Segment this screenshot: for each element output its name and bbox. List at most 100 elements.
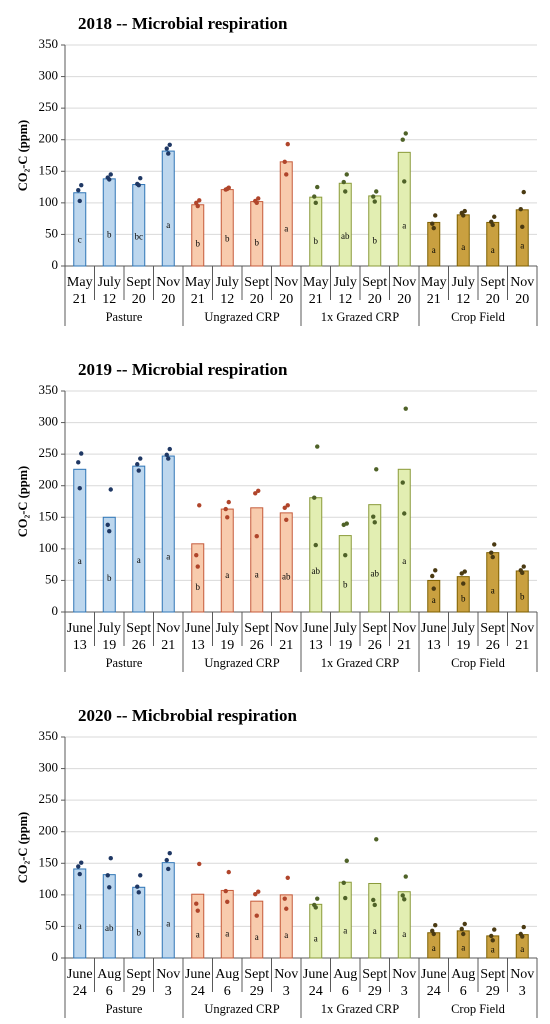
x-tick-label: Sept xyxy=(362,275,387,290)
significance-letter: b xyxy=(255,238,260,248)
bar xyxy=(486,552,500,613)
replicate-point xyxy=(197,198,202,203)
significance-letter: a xyxy=(432,245,436,255)
x-tick-label: 3 xyxy=(401,984,408,999)
y-axis-label: CO₂-C (ppm) xyxy=(16,120,30,191)
replicate-point xyxy=(107,528,112,534)
x-tick-label: Nov xyxy=(392,621,416,636)
significance-letter: a xyxy=(284,930,288,940)
bar xyxy=(161,150,175,267)
x-tick-label: 19 xyxy=(220,638,234,653)
x-tick-label: June xyxy=(67,621,93,636)
y-axis-label: CO₂-C (ppm) xyxy=(16,466,30,537)
y-tick-label: 200 xyxy=(39,477,59,492)
chart-title: 2020 -- Micbrobial respiration xyxy=(78,706,297,725)
bar xyxy=(397,468,411,613)
replicate-point xyxy=(490,222,495,228)
x-tick-label: June xyxy=(67,967,93,982)
y-tick-label: 100 xyxy=(39,886,59,901)
replicate-point xyxy=(223,506,228,512)
bar xyxy=(397,891,411,959)
group-label: Crop Field xyxy=(451,310,506,324)
replicate-point xyxy=(225,899,230,905)
x-tick-label: Nov xyxy=(156,967,180,982)
x-tick-label: 6 xyxy=(224,984,231,999)
replicate-point xyxy=(492,927,497,932)
replicate-point xyxy=(315,184,320,190)
replicate-point xyxy=(492,542,497,547)
y-tick-label: 50 xyxy=(45,917,58,932)
x-tick-label: Nov xyxy=(274,621,298,636)
y-tick-label: 0 xyxy=(52,603,59,618)
x-tick-label: 6 xyxy=(342,984,349,999)
replicate-point xyxy=(343,189,348,194)
replicate-point xyxy=(403,131,408,136)
y-tick-label: 100 xyxy=(39,194,59,209)
replicate-point xyxy=(371,514,376,519)
replicate-point xyxy=(197,503,202,508)
replicate-point xyxy=(518,206,523,212)
x-tick-label: 12 xyxy=(456,292,470,307)
replicate-point xyxy=(403,874,408,879)
replicate-point xyxy=(312,495,317,500)
replicate-point xyxy=(374,837,379,842)
x-tick-label: 3 xyxy=(165,984,172,999)
replicate-point xyxy=(372,520,377,525)
y-tick-label: 350 xyxy=(39,382,59,397)
x-tick-label: May xyxy=(67,275,93,290)
significance-letter: ab xyxy=(105,923,114,933)
bar xyxy=(368,882,382,959)
bar xyxy=(73,868,87,959)
replicate-point xyxy=(282,505,287,511)
replicate-point xyxy=(136,890,141,895)
x-tick-label: July xyxy=(216,275,239,290)
x-tick-label: 20 xyxy=(397,292,411,307)
bar xyxy=(338,182,352,267)
replicate-point xyxy=(400,893,405,898)
replicate-point xyxy=(225,515,230,520)
significance-letter: b xyxy=(373,236,378,246)
group-label: 1x Grazed CRP xyxy=(321,656,400,670)
replicate-point xyxy=(490,938,495,943)
replicate-point xyxy=(341,179,346,185)
replicate-point xyxy=(371,194,376,199)
significance-letter: a xyxy=(402,556,406,566)
x-tick-label: 20 xyxy=(279,292,293,307)
x-tick-label: Sept xyxy=(244,967,269,982)
replicate-point xyxy=(431,225,436,231)
replicate-point xyxy=(167,142,172,147)
x-tick-label: 20 xyxy=(515,292,529,307)
replicate-point xyxy=(108,856,113,861)
x-tick-label: 20 xyxy=(161,292,175,307)
significance-letter: a xyxy=(432,595,436,605)
x-tick-label: Nov xyxy=(510,967,534,982)
replicate-point xyxy=(431,931,436,937)
significance-letter: a xyxy=(402,220,406,230)
x-tick-label: 26 xyxy=(486,638,500,653)
x-tick-label: Nov xyxy=(392,967,416,982)
x-tick-label: 19 xyxy=(456,638,470,653)
significance-letter: a xyxy=(461,242,465,252)
group-label: Crop Field xyxy=(451,656,506,670)
group-label: Ungrazed CRP xyxy=(204,310,279,324)
replicate-point xyxy=(492,214,497,219)
replicate-point xyxy=(79,182,84,188)
x-tick-label: Nov xyxy=(510,621,534,636)
bar xyxy=(250,900,264,959)
x-tick-label: May xyxy=(185,275,211,290)
replicate-point xyxy=(136,182,141,188)
x-tick-label: Aug xyxy=(451,967,475,982)
significance-letter: ab xyxy=(312,566,321,576)
x-tick-label: July xyxy=(452,621,475,636)
x-tick-label: 19 xyxy=(338,638,352,653)
replicate-point xyxy=(430,573,435,579)
replicate-point xyxy=(520,224,525,230)
replicate-point xyxy=(138,873,143,878)
x-tick-label: June xyxy=(421,621,447,636)
replicate-point xyxy=(79,860,84,865)
replicate-point xyxy=(313,200,318,206)
bar xyxy=(161,455,175,613)
replicate-point xyxy=(225,186,230,192)
x-tick-label: 13 xyxy=(427,638,441,653)
